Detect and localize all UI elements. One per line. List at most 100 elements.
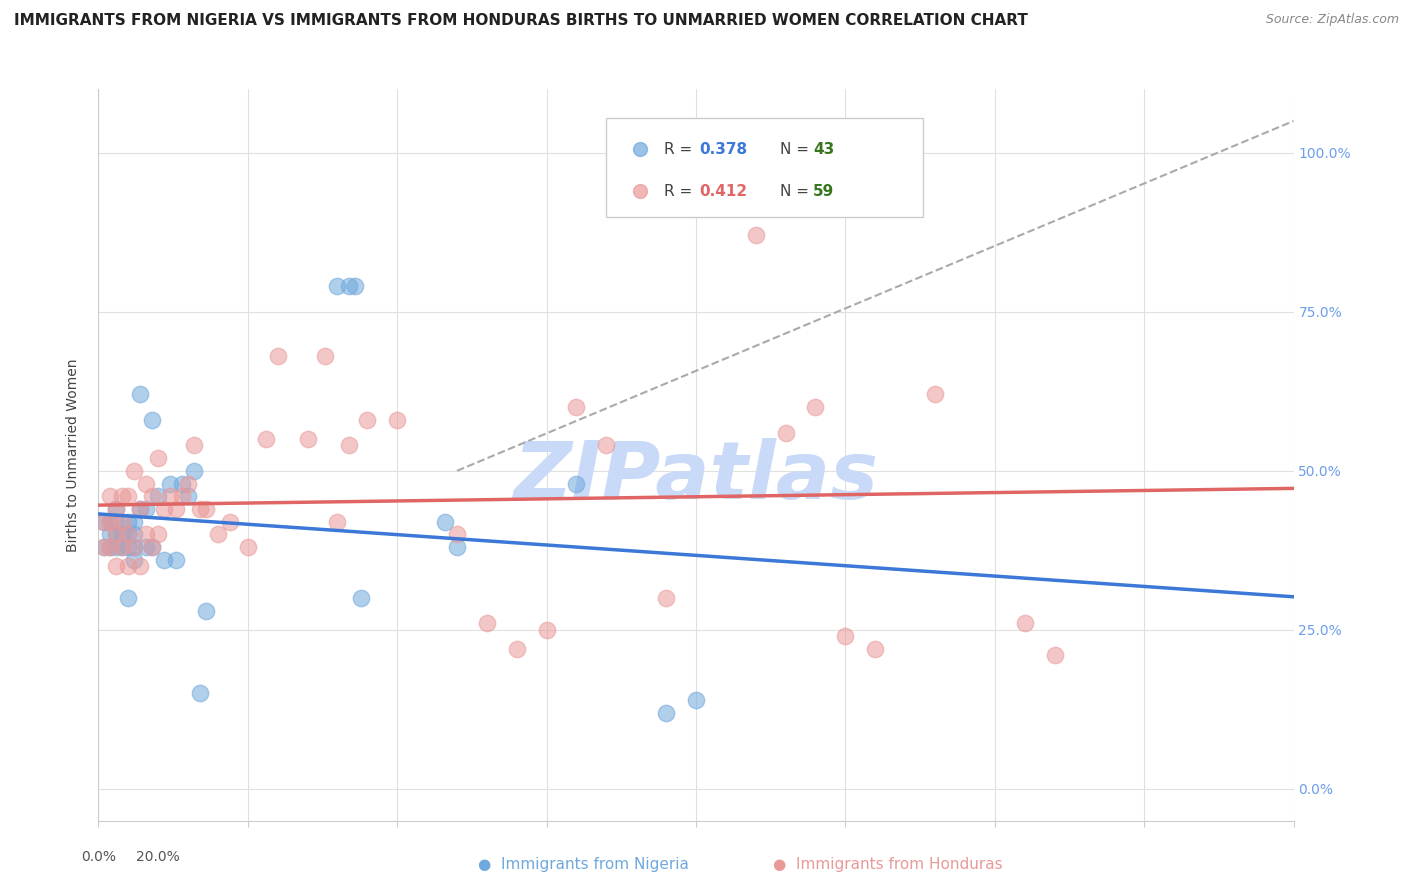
- Point: [111, 489, 134, 503]
- Point: [685, 171, 707, 186]
- Point: [314, 349, 337, 363]
- Point: [124, 464, 146, 478]
- Point: [124, 553, 146, 567]
- Point: [124, 540, 146, 554]
- Point: [159, 489, 181, 503]
- Point: [834, 629, 856, 643]
- Point: [236, 540, 259, 554]
- Point: [172, 476, 194, 491]
- Point: [148, 527, 170, 541]
- Point: [129, 387, 152, 401]
- Point: [446, 540, 468, 554]
- Point: [219, 515, 242, 529]
- Y-axis label: Births to Unmarried Women: Births to Unmarried Women: [66, 359, 80, 551]
- Point: [165, 553, 187, 567]
- Point: [344, 279, 367, 293]
- Point: [159, 476, 181, 491]
- Point: [183, 464, 205, 478]
- Point: [141, 540, 163, 554]
- Point: [111, 540, 134, 554]
- Point: [141, 540, 163, 554]
- Point: [135, 476, 157, 491]
- Text: N =: N =: [780, 184, 814, 199]
- Point: [350, 591, 373, 605]
- Point: [339, 279, 360, 293]
- Point: [188, 686, 211, 700]
- Point: [195, 502, 218, 516]
- Point: [1014, 616, 1036, 631]
- Point: [124, 540, 146, 554]
- Point: [117, 559, 139, 574]
- Text: N =: N =: [780, 142, 814, 157]
- Point: [105, 502, 128, 516]
- Point: [153, 553, 176, 567]
- Point: [153, 502, 176, 516]
- Point: [135, 540, 157, 554]
- Text: R =: R =: [664, 142, 697, 157]
- Point: [141, 413, 163, 427]
- Point: [111, 527, 134, 541]
- Point: [117, 515, 139, 529]
- Point: [117, 527, 139, 541]
- Text: ZIPatlas: ZIPatlas: [513, 438, 879, 516]
- Point: [655, 591, 678, 605]
- Point: [165, 502, 187, 516]
- Text: R =: R =: [664, 184, 697, 199]
- Point: [135, 502, 157, 516]
- Point: [117, 527, 139, 541]
- Point: [356, 413, 378, 427]
- Point: [745, 228, 768, 243]
- Point: [117, 591, 139, 605]
- Text: ●  Immigrants from Nigeria: ● Immigrants from Nigeria: [478, 857, 689, 872]
- Text: ●  Immigrants from Honduras: ● Immigrants from Honduras: [773, 857, 1002, 872]
- Point: [93, 540, 115, 554]
- Point: [111, 540, 134, 554]
- Point: [924, 387, 946, 401]
- Point: [100, 527, 122, 541]
- Text: IMMIGRANTS FROM NIGERIA VS IMMIGRANTS FROM HONDURAS BIRTHS TO UNMARRIED WOMEN CO: IMMIGRANTS FROM NIGERIA VS IMMIGRANTS FR…: [14, 13, 1028, 29]
- Point: [655, 706, 678, 720]
- Point: [105, 502, 128, 516]
- Point: [93, 515, 115, 529]
- Text: 0.412: 0.412: [700, 184, 748, 199]
- Point: [100, 489, 122, 503]
- Point: [105, 527, 128, 541]
- Point: [207, 527, 229, 541]
- Point: [141, 489, 163, 503]
- Point: [93, 540, 115, 554]
- Text: 0.378: 0.378: [700, 142, 748, 157]
- Point: [565, 476, 588, 491]
- Point: [148, 489, 170, 503]
- Point: [148, 451, 170, 466]
- Point: [804, 401, 827, 415]
- Point: [129, 502, 152, 516]
- Point: [565, 401, 588, 415]
- Point: [433, 515, 456, 529]
- Point: [595, 438, 617, 452]
- Point: [863, 641, 887, 656]
- Point: [124, 527, 146, 541]
- Point: [188, 502, 211, 516]
- Point: [117, 540, 139, 554]
- Point: [177, 476, 200, 491]
- Point: [254, 432, 277, 446]
- Point: [100, 515, 122, 529]
- Point: [105, 559, 128, 574]
- Point: [1043, 648, 1066, 663]
- Point: [685, 693, 707, 707]
- Text: 43: 43: [813, 142, 834, 157]
- Point: [326, 515, 349, 529]
- Point: [267, 349, 290, 363]
- Point: [124, 515, 146, 529]
- Point: [105, 540, 128, 554]
- Point: [105, 527, 128, 541]
- Point: [475, 616, 498, 631]
- Text: 59: 59: [813, 184, 834, 199]
- Point: [117, 489, 139, 503]
- Text: 0.0%: 0.0%: [82, 850, 115, 863]
- Text: Source: ZipAtlas.com: Source: ZipAtlas.com: [1265, 13, 1399, 27]
- Point: [775, 425, 797, 440]
- Point: [536, 623, 558, 637]
- Text: 20.0%: 20.0%: [136, 850, 180, 863]
- Point: [326, 279, 349, 293]
